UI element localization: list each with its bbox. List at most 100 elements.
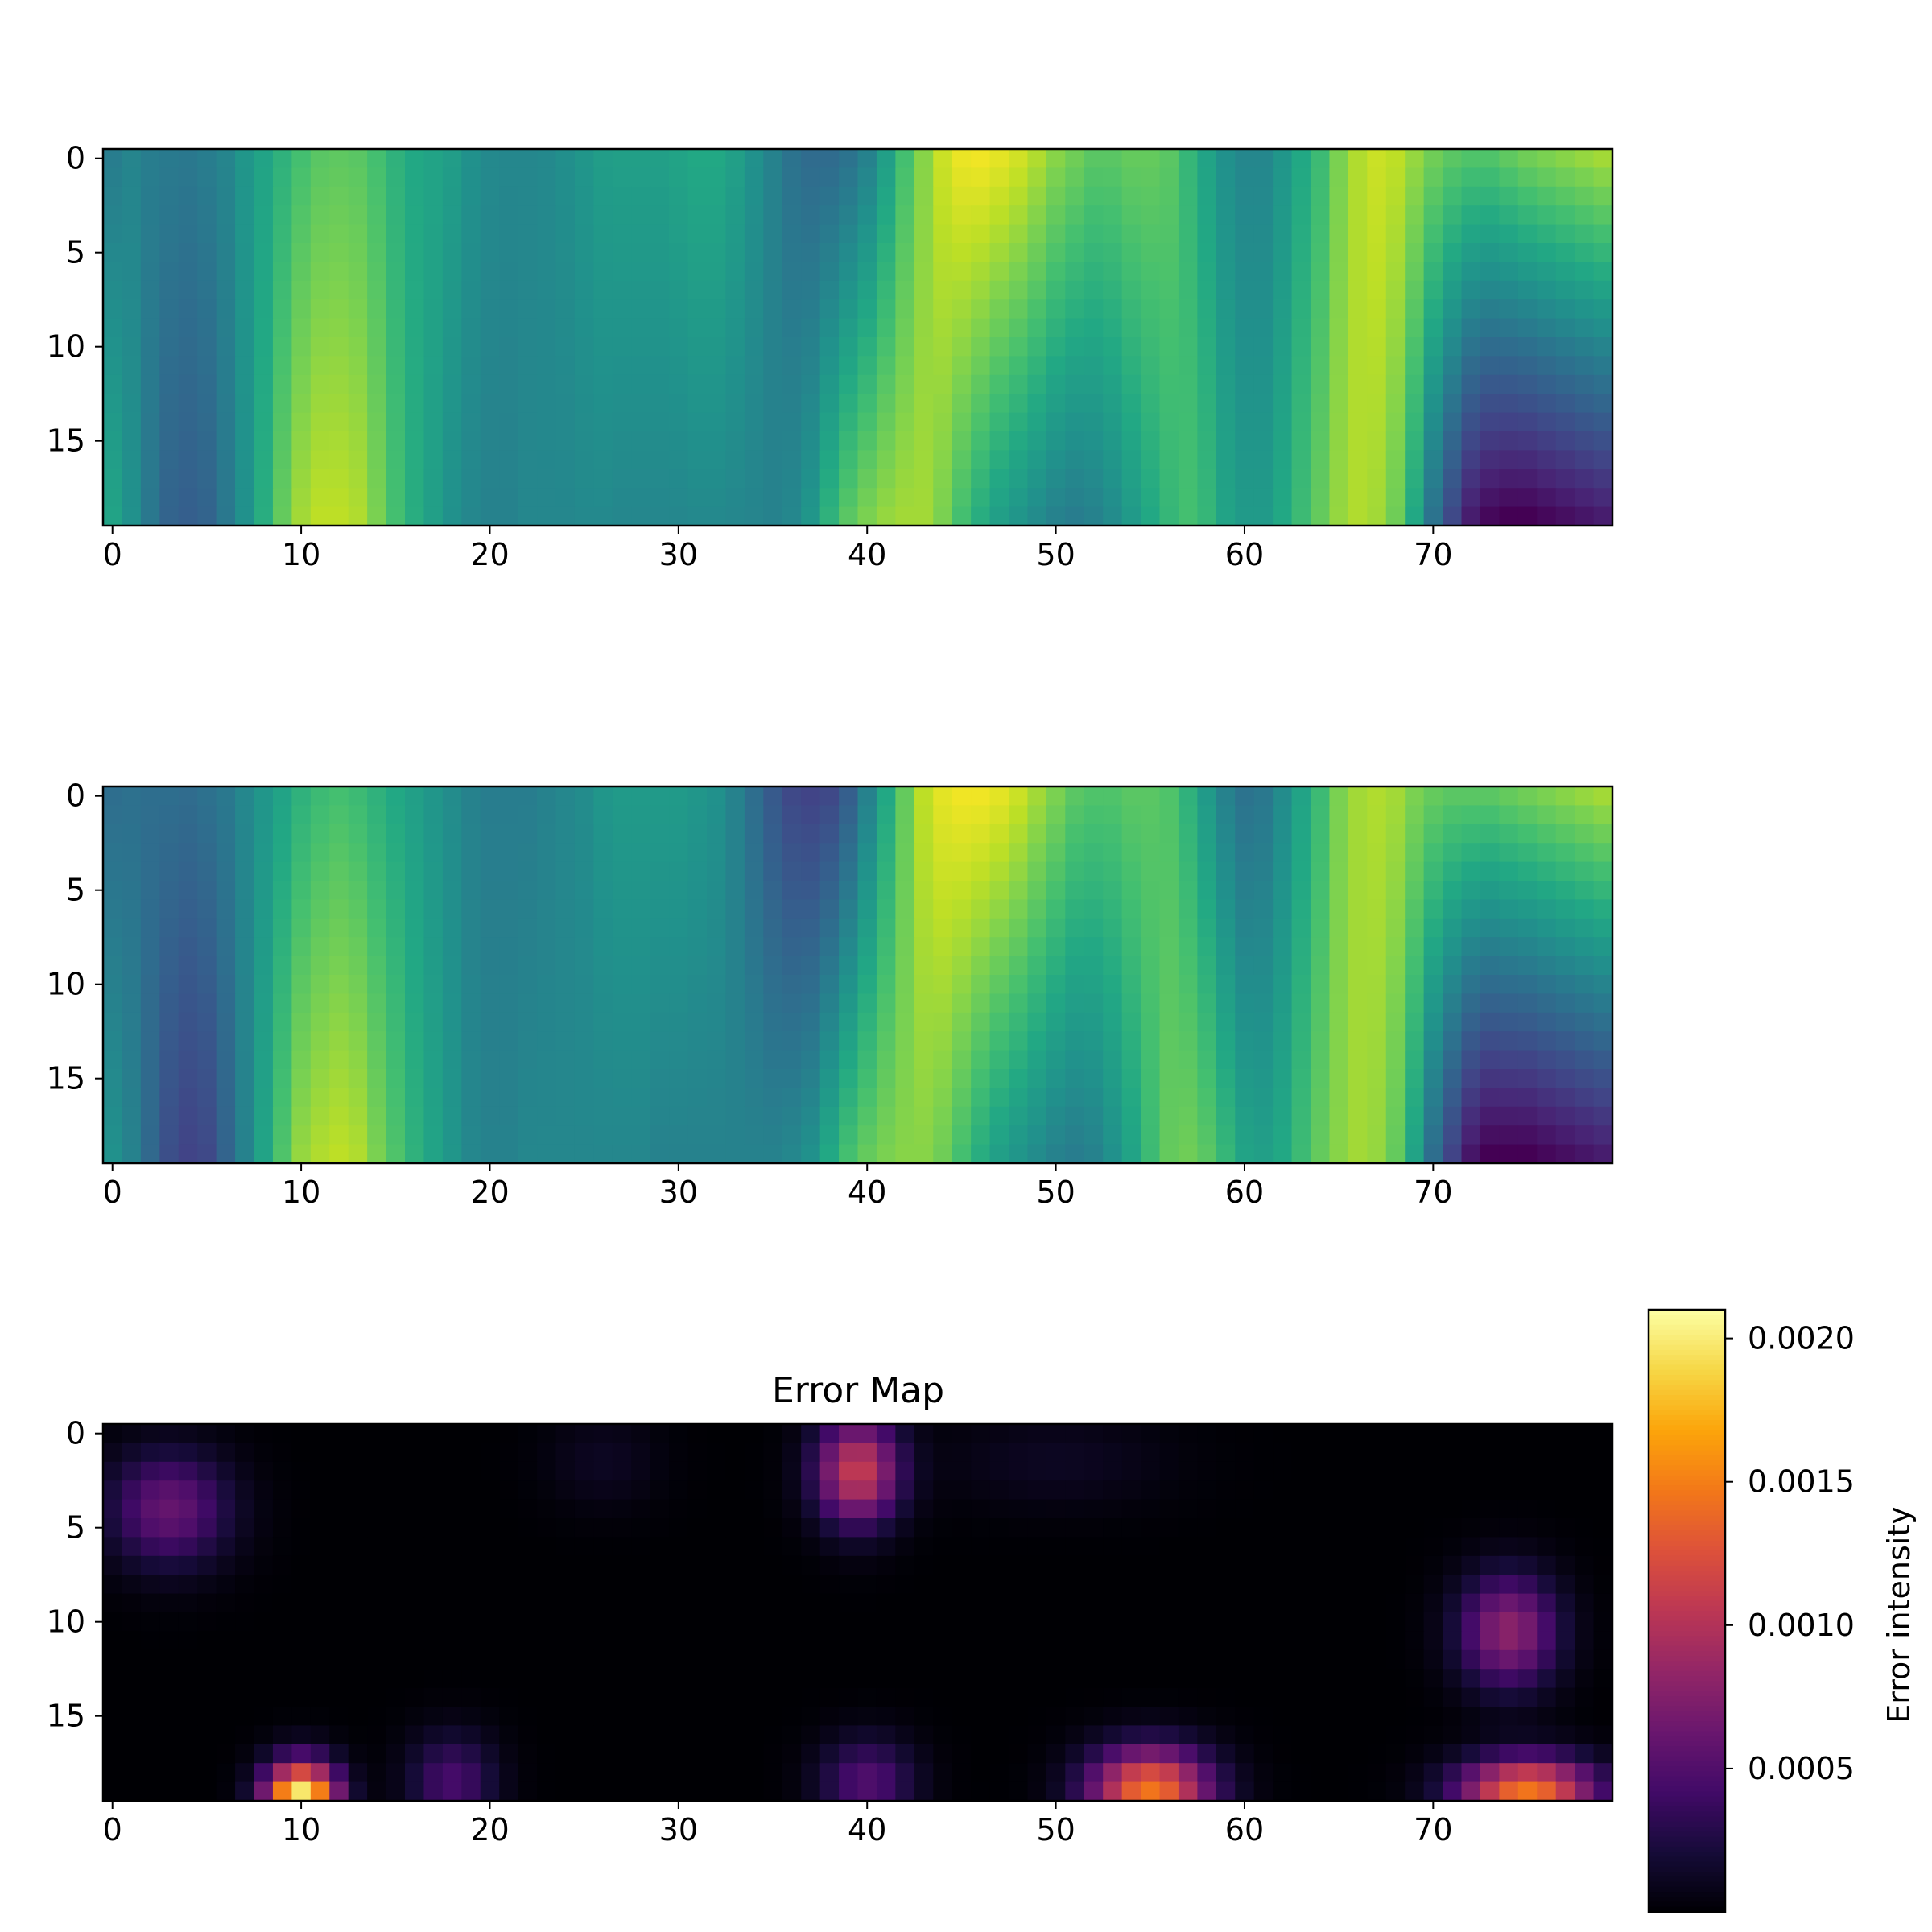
heatmap-cell [1178, 149, 1198, 168]
heatmap-cell [140, 1555, 160, 1575]
heatmap-cell [1537, 280, 1557, 300]
heatmap-cell [423, 299, 444, 320]
heatmap-cell [971, 1144, 991, 1164]
heatmap-cell [687, 918, 708, 938]
heatmap-cell [857, 881, 877, 900]
heatmap-cell [348, 450, 368, 470]
heatmap-cell [1329, 469, 1349, 489]
heatmap-cell [1046, 899, 1066, 919]
heatmap-cell [933, 786, 953, 806]
heatmap-cell [310, 1707, 330, 1726]
heatmap-cell [952, 280, 972, 300]
heatmap-cell [442, 149, 462, 168]
heatmap-cell [1046, 993, 1066, 1013]
heatmap-cell [480, 1555, 500, 1575]
heatmap-cell [1537, 1106, 1557, 1126]
heatmap-cell [1329, 1744, 1349, 1764]
heatmap-cell [1423, 1461, 1443, 1481]
heatmap-cell [555, 1088, 576, 1108]
heatmap-cell [819, 337, 840, 357]
heatmap-cell [1065, 488, 1085, 508]
heatmap-cell [1461, 786, 1481, 806]
heatmap-cell [499, 1518, 519, 1538]
heatmap-cell [593, 1125, 613, 1146]
heatmap-cell [1159, 431, 1179, 451]
x-tick-label: 70 [1414, 537, 1452, 572]
heatmap-cell [707, 993, 727, 1013]
heatmap-cell [971, 861, 991, 881]
heatmap-cell [1009, 1612, 1029, 1632]
heatmap-cell [348, 1763, 368, 1783]
heatmap-cell [1253, 337, 1274, 357]
heatmap-cell [1537, 1069, 1557, 1088]
heatmap-cell [197, 450, 217, 470]
heatmap-cell [555, 1631, 576, 1651]
heatmap-cell [329, 1781, 349, 1802]
heatmap-cell [725, 1593, 745, 1613]
heatmap-cell [952, 1499, 972, 1519]
heatmap-cell [348, 937, 368, 957]
heatmap-cell [1537, 1744, 1557, 1764]
heatmap-cell [1178, 1424, 1198, 1443]
heatmap-cell [1593, 1575, 1613, 1595]
heatmap-cell [1065, 1725, 1085, 1745]
heatmap-cell [1141, 1461, 1161, 1481]
heatmap-cell [1517, 469, 1538, 489]
heatmap-cell [1348, 205, 1368, 225]
heatmap-cell [272, 243, 292, 262]
heatmap-cell [1121, 412, 1141, 432]
heatmap-cell [971, 1461, 991, 1481]
heatmap-cell [1593, 956, 1613, 976]
heatmap-cell [1273, 450, 1293, 470]
heatmap-cell [876, 394, 896, 414]
heatmap-cell [971, 337, 991, 357]
heatmap-cell [801, 1744, 821, 1764]
heatmap-cell [499, 356, 519, 376]
heatmap-cell [1291, 1612, 1311, 1632]
heatmap-cell [1065, 881, 1085, 900]
heatmap-cell [122, 1575, 142, 1595]
heatmap-cell [1499, 1744, 1519, 1764]
heatmap-cell [499, 186, 519, 206]
heatmap-cell [1367, 356, 1387, 376]
heatmap-cell [1121, 1518, 1141, 1538]
heatmap-cell [1405, 318, 1425, 338]
heatmap-cell [235, 1480, 255, 1501]
heatmap-cell [631, 993, 651, 1013]
heatmap-cell [329, 1443, 349, 1463]
heatmap-cell [763, 1631, 783, 1651]
heatmap-cell [386, 243, 406, 262]
heatmap-cell [1348, 824, 1368, 844]
heatmap-cell [216, 1781, 236, 1802]
heatmap-cell [423, 1106, 444, 1126]
heatmap-cell [914, 1088, 934, 1108]
heatmap-cell [329, 1744, 349, 1764]
heatmap-cell [1027, 1106, 1047, 1126]
heatmap-cell [895, 1744, 915, 1764]
heatmap-cell [725, 1612, 745, 1632]
heatmap-cell [1555, 993, 1575, 1013]
heatmap-cell [1141, 1012, 1161, 1032]
heatmap-cell [876, 205, 896, 225]
heatmap-cell [461, 394, 481, 414]
heatmap-cell [1517, 1424, 1538, 1443]
heatmap-cell [763, 262, 783, 282]
heatmap-cell [1329, 1144, 1349, 1164]
heatmap-cell [1253, 1707, 1274, 1726]
heatmap-cell [1311, 1631, 1331, 1651]
heatmap-cell [159, 224, 180, 244]
heatmap-cell [1084, 167, 1104, 188]
heatmap-cell [669, 1763, 689, 1783]
heatmap-cell [1141, 843, 1161, 863]
heatmap-cell [1084, 1555, 1104, 1575]
heatmap-cell [1253, 956, 1274, 976]
heatmap-cell [1084, 1012, 1104, 1032]
heatmap-cell [1046, 861, 1066, 881]
heatmap-cell [707, 1031, 727, 1051]
heatmap-cell [1103, 1555, 1123, 1575]
heatmap-cell [895, 1461, 915, 1481]
heatmap-cell [159, 337, 180, 357]
heatmap-cell [801, 1106, 821, 1126]
heatmap-cell [1423, 394, 1443, 414]
heatmap-cell [1141, 299, 1161, 320]
